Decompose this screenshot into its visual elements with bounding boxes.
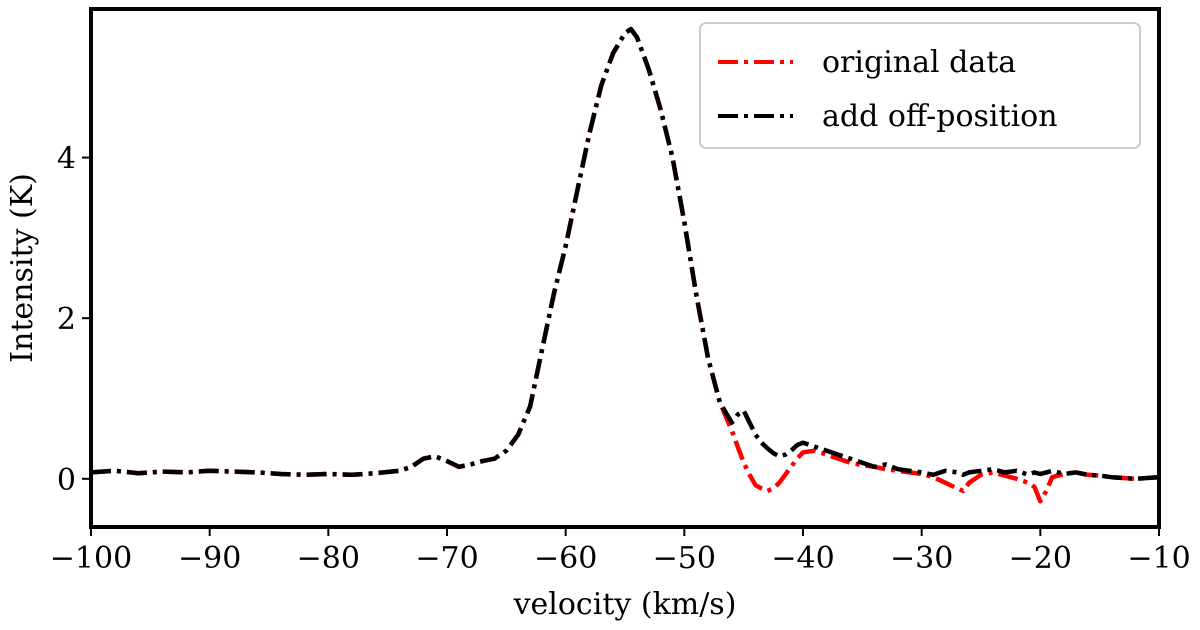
plot-frame [89, 7, 1161, 529]
y-axis-label: Intensity (K) [5, 173, 40, 363]
x-tick-label: −100 [50, 541, 132, 576]
legend-label-add-off-position: add off-position [822, 99, 1058, 134]
legend-label-original-data: original data [822, 45, 1016, 80]
series-layer [91, 26, 1159, 504]
y-tick-label: 0 [57, 463, 76, 498]
x-tick-label: −70 [415, 541, 478, 576]
series-line-add-off-position [91, 26, 1159, 482]
x-tick-label: −40 [771, 541, 834, 576]
x-tick-label: −20 [1009, 541, 1072, 576]
y-axis: 0 2 4 [57, 142, 91, 498]
x-tick-label: −80 [297, 541, 360, 576]
x-tick-label: −10 [1127, 541, 1190, 576]
x-tick-label: −60 [534, 541, 597, 576]
legend-box [699, 22, 1141, 149]
y-tick-label: 4 [57, 142, 76, 177]
x-axis-label: velocity (km/s) [513, 587, 737, 622]
x-tick-label: −30 [890, 541, 953, 576]
legend: original data add off-position [699, 22, 1141, 149]
x-tick-label: −90 [178, 541, 241, 576]
x-tick-label: −50 [653, 541, 716, 576]
y-tick-label: 2 [57, 302, 76, 337]
x-axis: −100 −90 −80 −70 −60 −50 −40 −30 −20 −10 [50, 527, 1191, 576]
